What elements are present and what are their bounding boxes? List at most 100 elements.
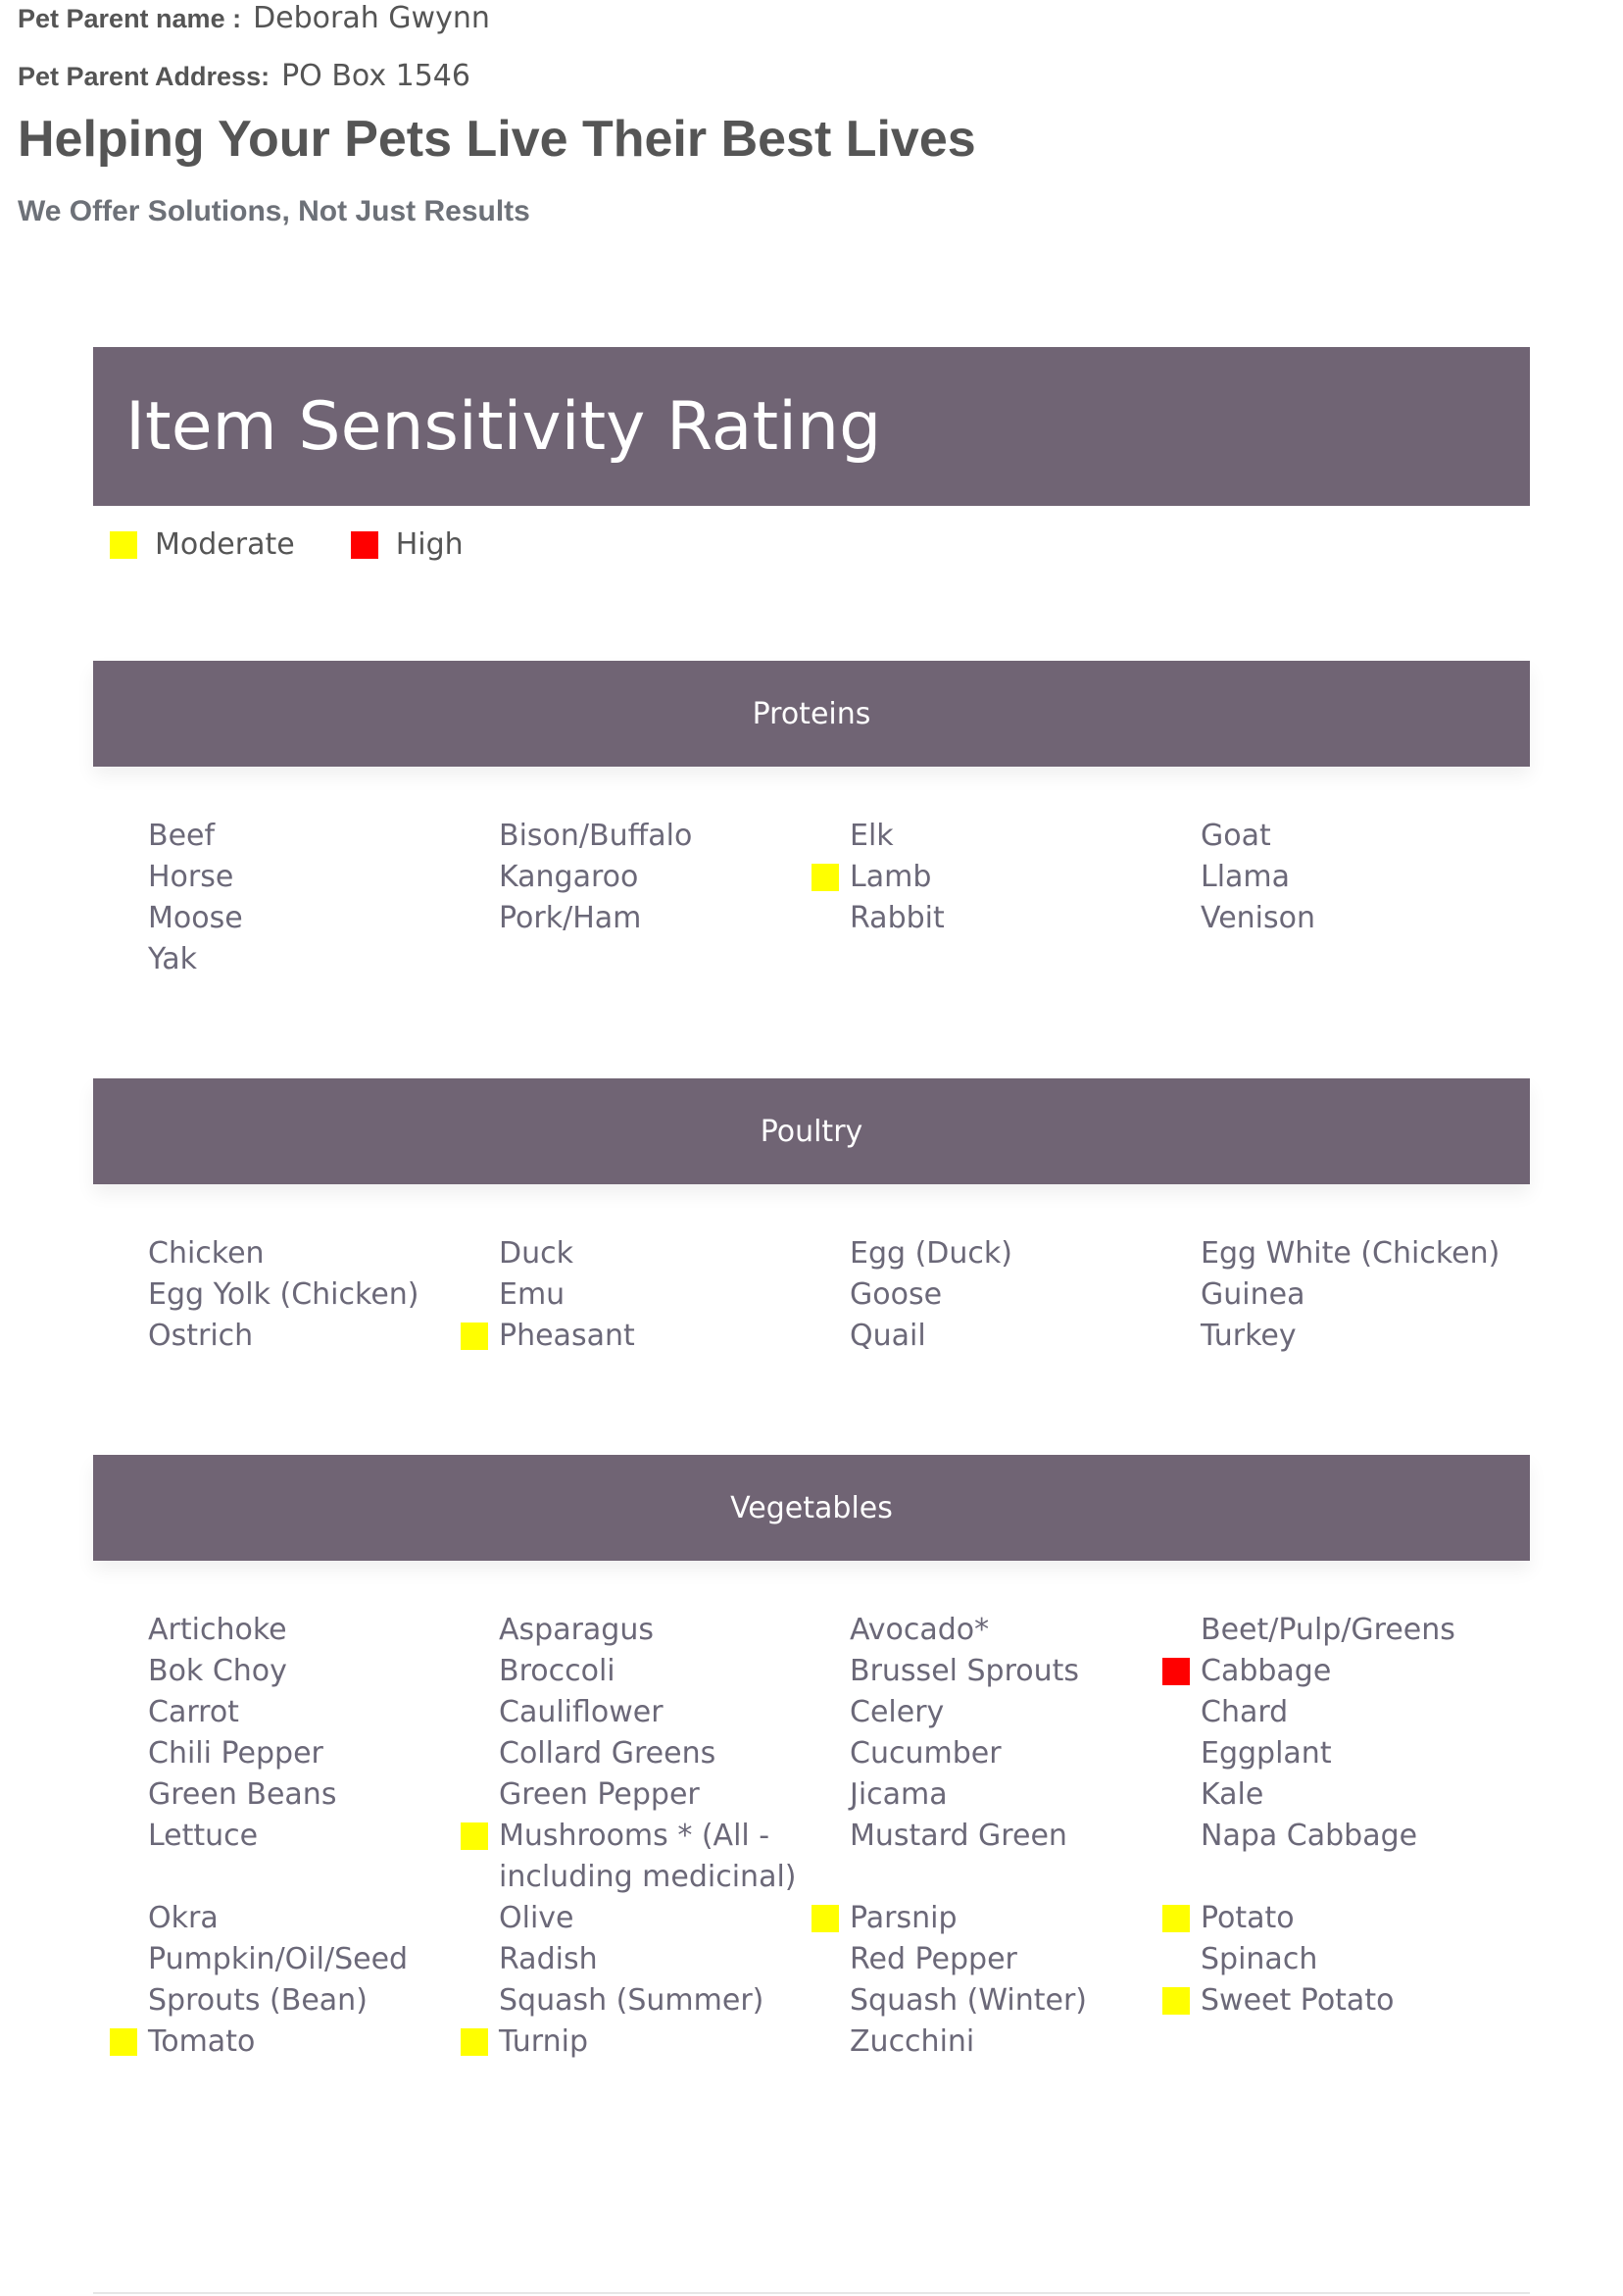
- item-name: Turkey: [1201, 1319, 1297, 1353]
- item: Squash (Winter): [850, 1980, 1163, 2021]
- item: Mustard Green: [850, 1816, 1163, 1898]
- item-name: Emu: [499, 1277, 566, 1312]
- item: Lettuce: [148, 1816, 462, 1898]
- value: Deborah Gwynn: [253, 1, 490, 35]
- item-name: Pumpkin/Oil/Seed: [148, 1942, 409, 1976]
- item: Goat: [1201, 816, 1514, 857]
- item: Avocado*: [850, 1610, 1163, 1651]
- item-name: Cauliflower: [499, 1695, 664, 1729]
- item-name: Broccoli: [499, 1654, 615, 1688]
- item-name: Lamb: [850, 860, 932, 894]
- item-name: Okra: [148, 1901, 219, 1935]
- item-name: Green Pepper: [499, 1777, 700, 1812]
- item: Tomato: [110, 2021, 462, 2063]
- item-name: Mustard Green: [850, 1819, 1067, 1853]
- item: Egg White (Chicken): [1201, 1233, 1514, 1274]
- item-name: Zucchini: [850, 2024, 975, 2059]
- item-grid: Beef Bison/Buffalo Elk Goat Horse Kangaroo Lam…: [93, 767, 1530, 980]
- item: Duck: [499, 1233, 812, 1274]
- item: Guinea: [1201, 1274, 1514, 1316]
- item: Cabbage: [1162, 1651, 1514, 1692]
- item-name: Bok Choy: [148, 1654, 287, 1688]
- section-header: Vegetables: [93, 1455, 1530, 1561]
- item-name: Elk: [850, 819, 894, 853]
- item-name: Artichoke: [148, 1613, 287, 1647]
- item: Carrot: [148, 1692, 462, 1733]
- rating-swatch: [812, 864, 839, 891]
- value: PO Box 1546: [281, 59, 470, 93]
- item-name: Beef: [148, 819, 216, 853]
- item: Red Pepper: [850, 1939, 1163, 1980]
- item-name: Tomato: [148, 2024, 256, 2059]
- item: Chicken: [148, 1233, 462, 1274]
- item-grid: Artichoke Asparagus Avocado* Beet/Pulp/Gree…: [93, 1561, 1530, 2063]
- item: Sprouts (Bean): [148, 1980, 462, 2021]
- item-name: Green Beans: [148, 1777, 337, 1812]
- item-name: Goat: [1201, 819, 1271, 853]
- item: Moose: [148, 898, 462, 939]
- rating-swatch: [461, 1822, 488, 1850]
- item: Beef: [148, 816, 462, 857]
- item-name: Sprouts (Bean): [148, 1983, 368, 2018]
- item: Parsnip: [812, 1898, 1163, 1939]
- item-name: Chard: [1201, 1695, 1289, 1729]
- item-name: Eggplant: [1201, 1736, 1332, 1771]
- item: Brussel Sprouts: [850, 1651, 1163, 1692]
- item: Potato: [1162, 1898, 1514, 1939]
- item-name: Turnip: [499, 2024, 588, 2059]
- item-name: Llama: [1201, 860, 1291, 894]
- item: Sweet Potato: [1162, 1980, 1514, 2021]
- item: Squash (Summer): [499, 1980, 812, 2021]
- item-name: Collard Greens: [499, 1736, 716, 1771]
- item-name: Pork/Ham: [499, 901, 642, 935]
- item: Radish: [499, 1939, 812, 1980]
- item-name: Egg White (Chicken): [1201, 1236, 1500, 1271]
- item: Pumpkin/Oil/Seed: [148, 1939, 462, 1980]
- section-header: Proteins: [93, 661, 1530, 767]
- item-name: Jicama: [850, 1777, 948, 1812]
- item-name: Mushrooms * (All - including medicinal): [499, 1819, 797, 1894]
- label: Pet Parent name :: [18, 4, 242, 33]
- item: Pork/Ham: [499, 898, 812, 939]
- item: Turnip: [461, 2021, 812, 2063]
- item-name: Ostrich: [148, 1319, 254, 1353]
- item-name: Moose: [148, 901, 243, 935]
- section-header: Poultry: [93, 1078, 1530, 1184]
- item: Egg Yolk (Chicken): [148, 1274, 462, 1316]
- item-name: Cabbage: [1201, 1654, 1332, 1688]
- rating-swatch: [1162, 1987, 1190, 2015]
- rating-swatch: [461, 2028, 488, 2056]
- item-name: Carrot: [148, 1695, 239, 1729]
- item-name: Potato: [1201, 1901, 1295, 1935]
- legend-label: High: [395, 527, 464, 562]
- subtitle: We Offer Solutions, Not Just Results: [18, 195, 530, 227]
- item-name: Sweet Potato: [1201, 1983, 1395, 2018]
- item-name: Radish: [499, 1942, 598, 1976]
- item-name: Goose: [850, 1277, 943, 1312]
- item: Spinach: [1201, 1939, 1514, 1980]
- item: Artichoke: [148, 1610, 462, 1651]
- item-name: Duck: [499, 1236, 573, 1271]
- item: Bison/Buffalo: [499, 816, 812, 857]
- rating-swatch: [1162, 1658, 1190, 1685]
- content: Item Sensitivity Rating Moderate High Pro…: [93, 347, 1530, 2161]
- address-row: Pet Parent Address: PO Box 1546: [18, 62, 470, 91]
- label: Pet Parent Address:: [18, 62, 270, 91]
- item: Elk: [850, 816, 1163, 857]
- item: Zucchini: [850, 2021, 1163, 2063]
- item-name: Horse: [148, 860, 234, 894]
- item: Lamb: [812, 857, 1163, 898]
- item-name: Avocado*: [850, 1613, 990, 1647]
- item-name: Chili Pepper: [148, 1736, 323, 1771]
- item-name: Asparagus: [499, 1613, 654, 1647]
- item: Chili Pepper: [148, 1733, 462, 1774]
- item-name: Napa Cabbage: [1201, 1819, 1418, 1853]
- item-grid: Chicken Duck Egg (Duck) Egg White (Chicken)…: [93, 1184, 1530, 1357]
- legend-item: High: [350, 527, 464, 562]
- item-name: Squash (Summer): [499, 1983, 764, 2018]
- item: Napa Cabbage: [1201, 1816, 1514, 1898]
- item: Green Beans: [148, 1774, 462, 1816]
- item-name: Olive: [499, 1901, 574, 1935]
- item-name: Kangaroo: [499, 860, 639, 894]
